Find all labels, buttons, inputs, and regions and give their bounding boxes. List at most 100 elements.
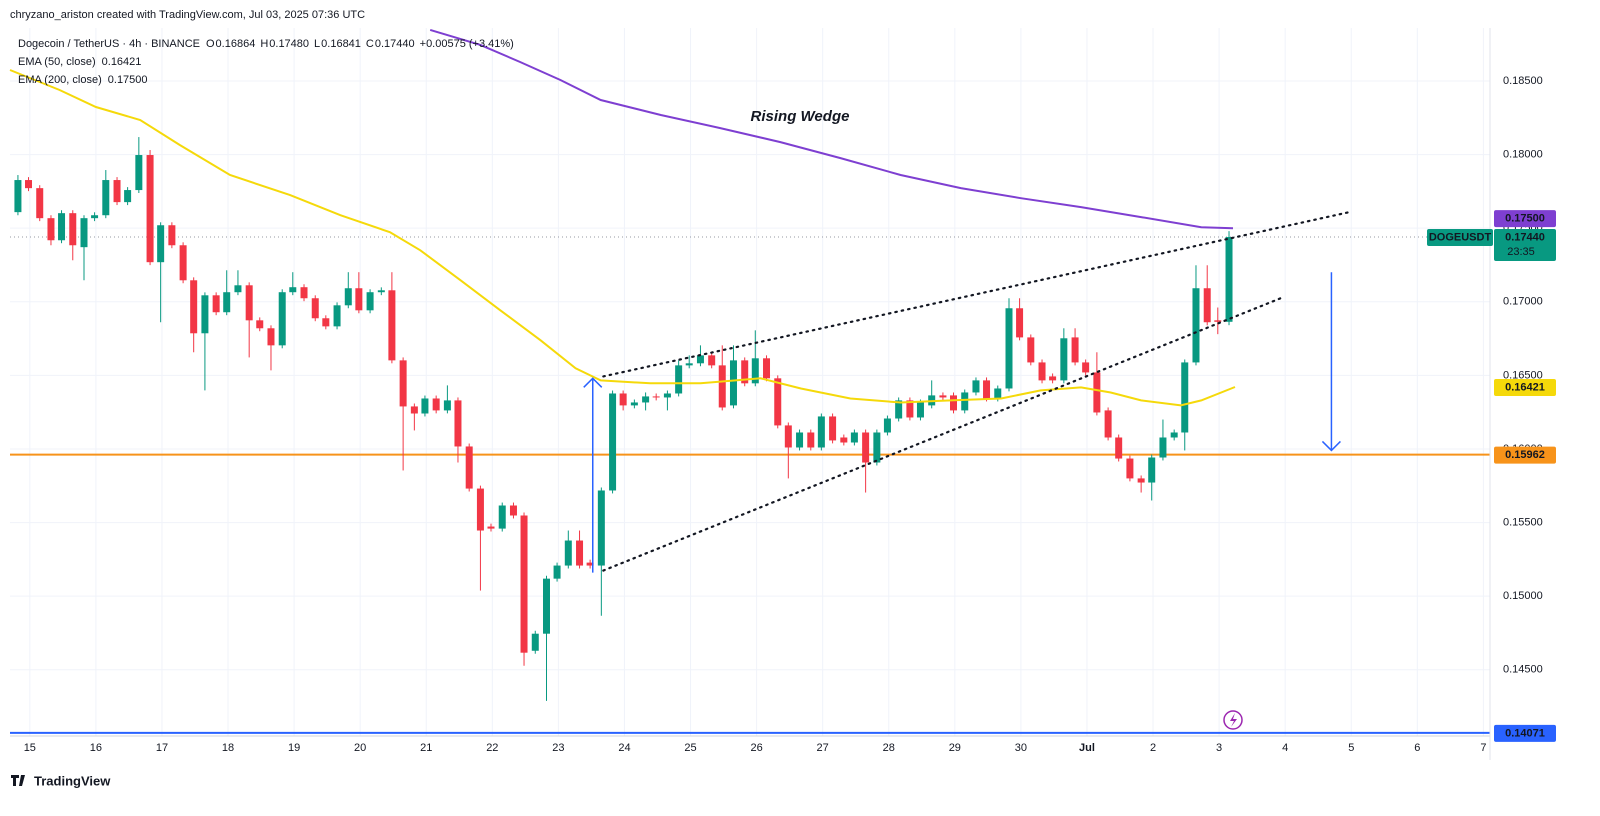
y-tick-label: 0.14500	[1503, 664, 1543, 676]
candle-body	[862, 432, 870, 463]
price-labels: 0.15962 0.14071 0.16421 0.17500 DOGEUSDT 0.17…	[1427, 210, 1556, 742]
candle-body	[774, 378, 782, 426]
level-label-box	[1494, 446, 1556, 464]
candle-body	[663, 393, 671, 398]
attribution: chryzano_ariston created with TradingVie…	[10, 9, 365, 21]
symbol: Dogecoin / TetherUS · 4h · BINANCE	[18, 38, 200, 50]
candle-body	[399, 360, 407, 407]
candle-body	[807, 432, 815, 448]
event-icon[interactable]	[1223, 710, 1243, 730]
x-tick-label: 3	[1216, 742, 1222, 754]
candle-body	[190, 280, 198, 334]
ema-line	[429, 28, 1234, 230]
candle-body	[212, 295, 220, 313]
x-tick-label: 22	[486, 742, 498, 754]
x-tick-label: 21	[420, 742, 432, 754]
candle-body	[586, 562, 594, 566]
candle-body	[873, 432, 881, 463]
candle-body	[1104, 410, 1112, 438]
candle-body	[630, 402, 638, 406]
candle-body	[1214, 320, 1222, 322]
candle-body	[278, 292, 286, 346]
candle-body	[179, 245, 187, 281]
candle-body	[1115, 437, 1123, 459]
candle-body	[1170, 432, 1178, 438]
candle-body	[829, 416, 837, 441]
candle-body	[1203, 288, 1211, 323]
candle-body	[675, 365, 683, 394]
candle-body	[157, 225, 165, 263]
candle-body	[950, 395, 957, 411]
y-tick-label: 0.15000	[1503, 590, 1543, 602]
candle-body	[883, 418, 891, 433]
candle-body	[531, 633, 539, 651]
candle-body	[718, 365, 726, 408]
grid	[10, 28, 1490, 736]
trendline	[602, 296, 1285, 572]
x-tick-label: 24	[618, 742, 630, 754]
candle-body	[234, 285, 242, 293]
candle-body	[333, 305, 341, 327]
x-tick-label: 30	[1015, 742, 1027, 754]
x-tick-label: Jul	[1079, 742, 1095, 754]
candle-body	[311, 298, 319, 319]
candle-body	[983, 380, 991, 399]
candle-body	[895, 400, 903, 419]
candle-body	[388, 290, 396, 361]
change: +0.00575 (+3.41%)	[420, 38, 514, 50]
candle-body	[1148, 457, 1156, 483]
candle-body	[619, 393, 627, 406]
candle-body	[696, 355, 704, 364]
candle-body	[58, 213, 66, 241]
x-tick-label: 20	[354, 742, 366, 754]
candle-body	[1082, 362, 1090, 373]
ohlc-key: C	[366, 38, 374, 50]
candle-body	[1137, 478, 1145, 483]
x-tick-label: 4	[1282, 742, 1288, 754]
candle-body	[300, 287, 308, 299]
candle-body	[906, 400, 914, 418]
candle-body	[1126, 458, 1134, 479]
annotation: Rising Wedge	[751, 108, 850, 125]
candle-body	[267, 328, 275, 346]
candle-body	[80, 218, 88, 248]
level-label-box	[1494, 724, 1556, 742]
ohlc-value: 0.16864	[216, 38, 256, 50]
ohlc-key: L	[314, 38, 320, 50]
ema-line	[9, 69, 1236, 407]
candle-body	[289, 287, 297, 293]
candle-body	[1093, 372, 1101, 413]
candle-body	[796, 432, 804, 448]
candle-body	[1159, 437, 1167, 458]
candle-body	[146, 155, 154, 263]
candle-body	[223, 292, 231, 313]
ohlc-value: 0.16841	[321, 38, 361, 50]
ohlc-key: H	[260, 38, 268, 50]
candle-body	[421, 398, 429, 414]
x-tick-label: 15	[24, 742, 36, 754]
brand: TradingView	[34, 773, 111, 788]
candle-body	[465, 446, 473, 489]
x-tick-label: 27	[817, 742, 829, 754]
candle-body	[939, 395, 947, 398]
legend-value: 0.17500	[108, 74, 148, 86]
candle-body	[751, 358, 759, 384]
candle-body	[487, 526, 495, 529]
candle-body	[784, 425, 792, 448]
trendline	[602, 211, 1351, 378]
candle-body	[113, 180, 121, 203]
symbol-label: DOGEUSDT	[1429, 231, 1492, 243]
arrow	[1321, 272, 1341, 452]
candle-body	[201, 295, 209, 334]
ohlc-value: 0.17440	[375, 38, 415, 50]
candle-body	[14, 180, 22, 213]
y-tick-label: 0.18000	[1503, 148, 1543, 160]
x-tick-label: 16	[90, 742, 102, 754]
drawings	[583, 211, 1351, 573]
candle-body	[763, 358, 771, 379]
candle-body	[476, 488, 484, 531]
candle-body	[1005, 308, 1013, 389]
candle-body	[509, 505, 517, 516]
